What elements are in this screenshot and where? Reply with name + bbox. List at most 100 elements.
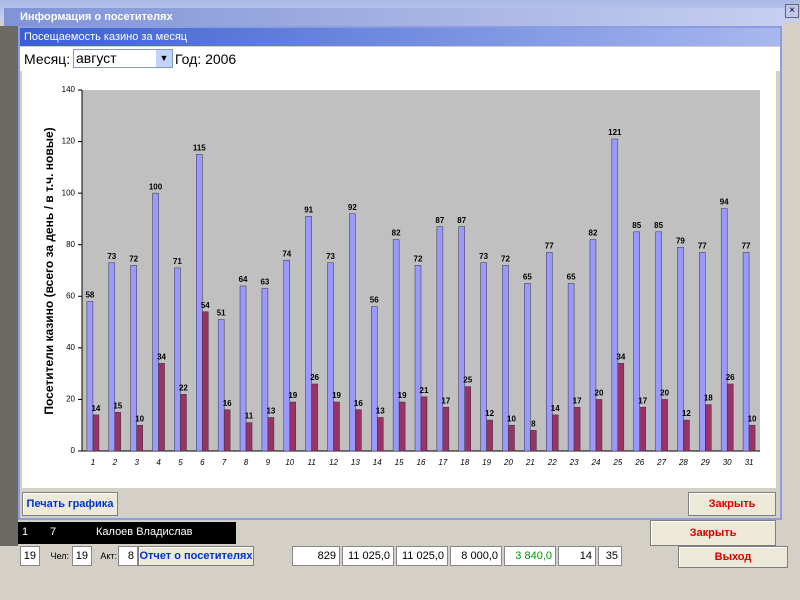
bar [502, 265, 509, 452]
data-label: 19 [398, 391, 407, 400]
dropdown-arrow[interactable]: ▼ [156, 50, 172, 67]
data-label: 73 [107, 252, 116, 261]
data-label: 77 [698, 242, 707, 251]
x-tick-label: 17 [438, 458, 447, 467]
month-label: Месяц: [24, 51, 71, 67]
x-tick-label: 13 [351, 458, 360, 467]
y-tick-label: 40 [66, 343, 75, 352]
y-tick-label: 120 [62, 137, 76, 146]
report-button[interactable]: Отчет о посетителях [138, 546, 254, 566]
print-button[interactable]: Печать графика [22, 492, 118, 516]
bar [414, 265, 422, 452]
bar [245, 422, 253, 452]
data-label: 20 [595, 389, 604, 398]
exit-button[interactable]: Выход [678, 546, 788, 568]
bar [436, 226, 444, 452]
footer-cell: 14 [558, 546, 596, 566]
x-tick-label: 22 [547, 458, 557, 467]
bar [661, 399, 668, 452]
row-cell: 7 [50, 526, 57, 538]
bar [202, 311, 209, 452]
x-tick-label: 25 [612, 458, 622, 467]
data-label: 14 [551, 404, 560, 413]
x-tick-label: 30 [723, 458, 732, 467]
data-label: 74 [282, 249, 291, 258]
x-tick-label: 26 [634, 458, 644, 467]
x-tick-label: 15 [395, 458, 404, 467]
bar [180, 394, 187, 452]
bar [567, 283, 575, 452]
data-label: 77 [545, 242, 554, 251]
data-label: 72 [129, 254, 138, 263]
app-close[interactable]: × [785, 4, 799, 18]
footer-row: 19 Чел: 19 Акт: 8 829 11 025,0 11 025,0 8 000,0 3… [20, 546, 660, 566]
data-label: 22 [179, 383, 188, 392]
y-tick-label: 140 [62, 85, 76, 94]
bar [398, 401, 406, 452]
data-label: 65 [523, 273, 532, 282]
data-label: 85 [654, 221, 663, 230]
bar [508, 424, 515, 452]
data-label: 34 [157, 352, 166, 361]
bar [114, 412, 122, 452]
bar [530, 430, 537, 452]
footer-cell: 3 840,0 [504, 546, 556, 566]
bar [420, 396, 428, 452]
data-label: 58 [85, 291, 94, 300]
bar [333, 401, 340, 452]
bg-close-button[interactable]: Закрыть [650, 520, 776, 546]
y-tick-label: 80 [66, 240, 75, 249]
x-tick-label: 23 [569, 458, 579, 467]
bar [486, 419, 493, 452]
x-tick-label: 16 [417, 458, 426, 467]
data-label: 72 [501, 254, 510, 263]
x-tick-label: 14 [373, 458, 382, 467]
data-label: 17 [638, 396, 647, 405]
dialog-title: Посещаемость казино за месяц [20, 28, 780, 46]
bar [130, 265, 137, 452]
x-tick-label: 7 [222, 458, 227, 467]
x-tick-label: 1 [91, 458, 95, 467]
data-label: 12 [485, 409, 494, 418]
x-tick-label: 28 [678, 458, 688, 467]
x-tick-label: 20 [503, 458, 513, 467]
month-select[interactable]: август ▼ [73, 49, 173, 68]
bar [239, 285, 247, 452]
data-label: 91 [304, 205, 313, 214]
data-label: 34 [616, 352, 625, 361]
data-label: 20 [660, 389, 669, 398]
data-label: 25 [463, 376, 472, 385]
footer-cell: 8 000,0 [450, 546, 502, 566]
bar [683, 419, 690, 452]
bar [136, 424, 143, 452]
bar [355, 409, 362, 452]
close-button[interactable]: Закрыть [688, 492, 776, 516]
bar [617, 363, 625, 452]
toolbar: Месяц: август ▼ Год: 2006 [20, 47, 780, 71]
data-label: 17 [441, 396, 450, 405]
list-row[interactable]: 1 7 Калоев Владислав [18, 522, 236, 544]
bar [458, 226, 465, 452]
data-label: 14 [91, 404, 100, 413]
x-tick-label: 6 [200, 458, 205, 467]
data-label: 19 [332, 391, 341, 400]
data-label: 26 [726, 373, 735, 382]
x-tick-label: 27 [656, 458, 666, 467]
bar [283, 259, 291, 452]
data-label: 64 [239, 275, 248, 284]
data-label: 11 [245, 412, 254, 421]
footer-cell: 11 025,0 [342, 546, 394, 566]
data-label: 71 [173, 257, 182, 266]
chart: Посетители казино (всего за день / в т.ч… [22, 71, 776, 488]
data-label: 8 [531, 419, 536, 428]
year-label: Год: 2006 [175, 51, 237, 67]
data-label: 63 [260, 278, 269, 287]
bar [748, 424, 756, 452]
bar [217, 319, 225, 452]
data-label: 87 [435, 216, 444, 225]
data-label: 54 [201, 301, 210, 310]
y-tick-label: 60 [66, 291, 75, 300]
x-tick-label: 2 [112, 458, 118, 467]
side-panel [0, 26, 18, 546]
